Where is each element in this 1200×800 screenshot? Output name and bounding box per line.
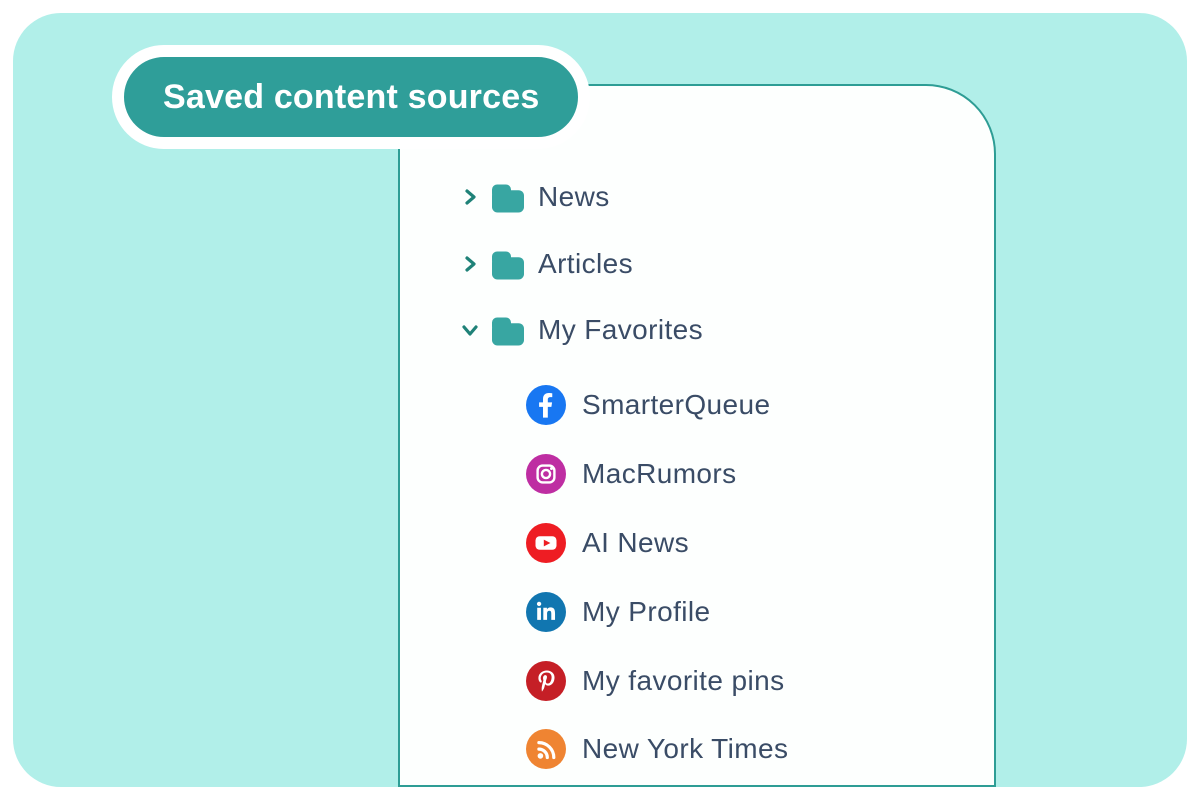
source-row-my-profile[interactable]: My Profile — [526, 590, 710, 634]
youtube-icon — [526, 523, 566, 563]
folder-label[interactable]: Articles — [538, 248, 633, 279]
source-row-new-york-times[interactable]: New York Times — [526, 727, 788, 771]
folder-icon — [490, 175, 526, 219]
source-label[interactable]: My favorite pins — [582, 665, 785, 696]
source-label[interactable]: My Profile — [582, 596, 711, 627]
source-label[interactable]: MacRumors — [582, 458, 737, 489]
pinterest-icon — [526, 661, 566, 701]
source-label[interactable]: AI News — [582, 527, 690, 558]
folder-row-my-favorites[interactable]: My Favorites — [456, 308, 703, 352]
folder-label[interactable]: News — [538, 181, 610, 212]
instagram-icon — [526, 454, 566, 494]
linkedin-icon — [526, 592, 566, 632]
source-row-my-favorite-pins[interactable]: My favorite pins — [526, 659, 784, 703]
saved-sources-card: News Articles My Favorit — [398, 84, 996, 787]
source-row-macrumors[interactable]: MacRumors — [526, 452, 737, 496]
chevron-right-icon[interactable] — [456, 175, 484, 219]
facebook-icon — [526, 385, 566, 425]
rss-icon — [526, 729, 566, 769]
source-label[interactable]: SmarterQueue — [582, 389, 771, 420]
folder-row-news[interactable]: News — [456, 175, 610, 219]
saved-content-sources-badge: Saved content sources — [112, 45, 591, 149]
folder-icon — [490, 308, 526, 352]
chevron-right-icon[interactable] — [456, 242, 484, 286]
source-row-ai-news[interactable]: AI News — [526, 521, 689, 565]
teal-panel: News Articles My Favorit — [13, 13, 1187, 787]
folder-icon — [490, 242, 526, 286]
folder-row-articles[interactable]: Articles — [456, 242, 633, 286]
folder-label[interactable]: My Favorites — [538, 314, 704, 345]
chevron-down-icon[interactable] — [456, 308, 484, 352]
badge-label: Saved content sources — [163, 77, 540, 116]
source-row-smarterqueue[interactable]: SmarterQueue — [526, 383, 770, 427]
source-label[interactable]: New York Times — [582, 733, 789, 764]
